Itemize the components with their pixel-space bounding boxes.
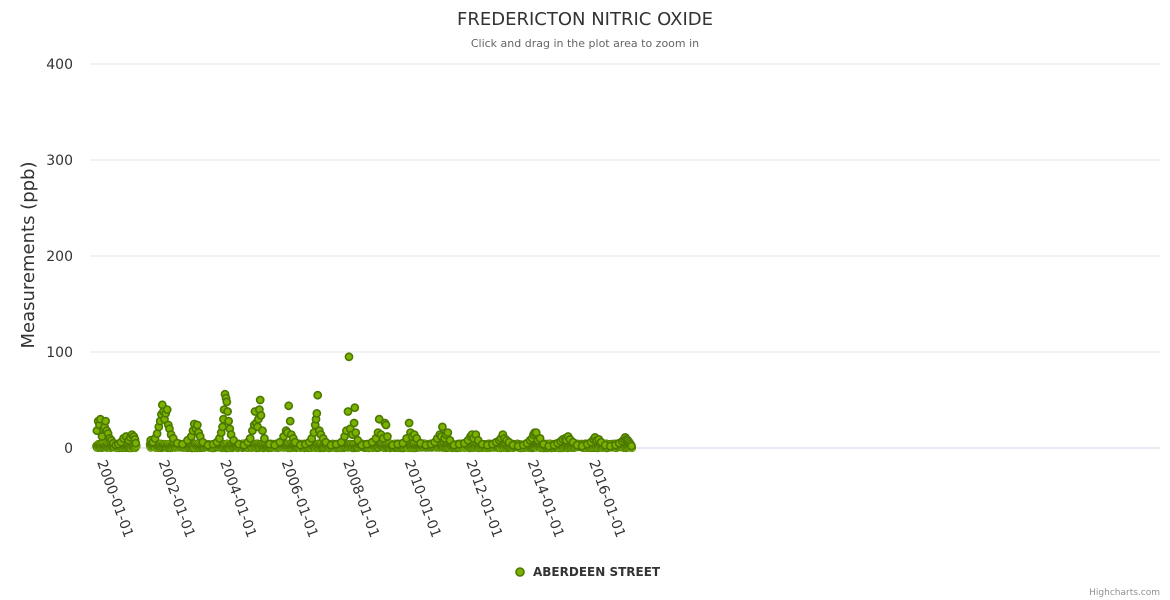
data-point[interactable] (223, 407, 232, 416)
data-point[interactable] (313, 390, 323, 400)
legend[interactable]: ABERDEEN STREET (515, 565, 661, 579)
y-grid-lines (90, 63, 1160, 353)
y-tick-label: 400 (46, 57, 73, 73)
data-point[interactable] (443, 428, 453, 437)
data-point[interactable] (437, 422, 447, 432)
data-point[interactable] (162, 405, 172, 414)
data-point[interactable] (344, 352, 354, 362)
y-tick-label: 200 (46, 249, 73, 265)
data-point[interactable] (285, 416, 295, 426)
data-point[interactable] (245, 433, 255, 443)
data-point[interactable] (101, 416, 110, 426)
y-tick-label: 0 (64, 441, 73, 457)
data-point[interactable] (350, 403, 360, 413)
data-point[interactable] (382, 432, 392, 441)
y-axis-tick-labels: 0 100 200 300 400 (46, 57, 73, 457)
data-point[interactable] (349, 418, 359, 428)
data-point[interactable] (531, 428, 541, 437)
data-point[interactable] (255, 395, 265, 405)
credits-link[interactable]: Highcharts.com (1089, 588, 1160, 598)
data-point[interactable] (222, 397, 232, 407)
data-point[interactable] (218, 422, 227, 432)
data-point[interactable] (224, 416, 233, 426)
data-point[interactable] (256, 410, 266, 420)
data-point[interactable] (131, 438, 141, 448)
data-point[interactable] (258, 426, 267, 436)
data-point[interactable] (192, 420, 202, 430)
data-point[interactable] (284, 401, 294, 411)
legend-marker-icon[interactable] (515, 567, 525, 577)
data-point[interactable] (259, 433, 269, 443)
chart-subtitle: Click and drag in the plot area to zoom … (471, 37, 699, 50)
data-point[interactable] (627, 441, 636, 451)
data-point[interactable] (312, 408, 322, 418)
data-point[interactable] (343, 407, 353, 416)
y-tick-label: 300 (46, 153, 73, 169)
y-axis-title: Measurements (ppb) (18, 162, 39, 349)
data-point[interactable] (381, 420, 391, 430)
plot-area[interactable] (92, 352, 637, 453)
legend-item-aberdeen-street[interactable]: ABERDEEN STREET (533, 565, 661, 579)
y-tick-label: 100 (46, 345, 73, 361)
data-point[interactable] (404, 418, 414, 428)
data-point[interactable] (351, 428, 361, 437)
chart-title: FREDERICTON NITRIC OXIDE (457, 9, 713, 30)
